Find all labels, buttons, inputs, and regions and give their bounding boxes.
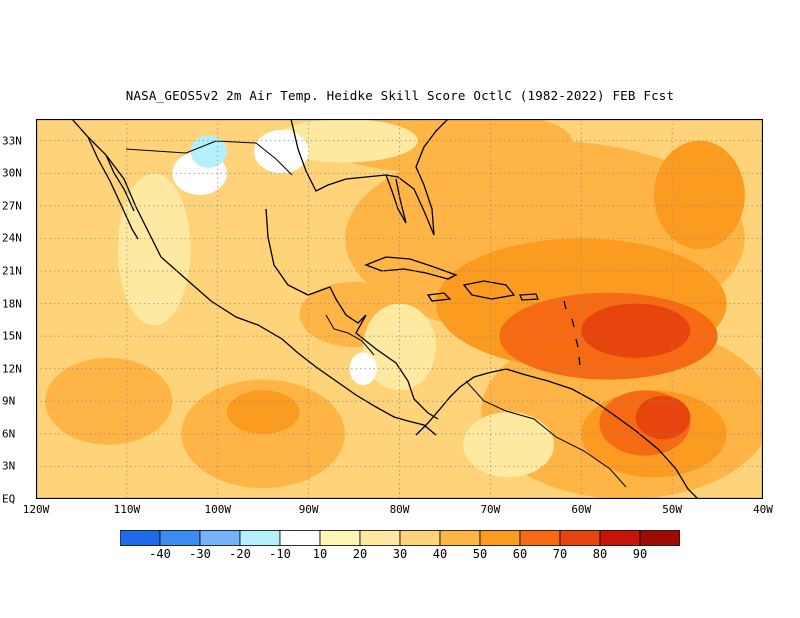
coastline-south-america	[415, 368, 699, 499]
lat-tick-label: 9N	[2, 394, 16, 408]
colorbar-label: 70	[552, 547, 568, 561]
lon-tick-label: 70W	[480, 503, 501, 516]
colorbar-label: 40	[432, 547, 448, 561]
colorbar-label: 20	[352, 547, 368, 561]
colorbar-swatch	[639, 530, 680, 546]
lat-tick-label: 18N	[2, 297, 22, 311]
coastline-cuba	[364, 256, 458, 280]
lat-tick-label: EQ	[2, 492, 16, 506]
map-title: NASA_GEOS5v2 2m Air Temp. Heidke Skill S…	[125, 88, 675, 103]
coastline-puerto-rico	[519, 293, 539, 301]
lon-tick-label: 40W	[753, 503, 773, 516]
colorbar-swatch	[559, 530, 601, 546]
colorbar-swatch	[599, 530, 641, 546]
lat-tick-label: 30N	[2, 166, 22, 180]
skill-region-19	[254, 129, 309, 174]
skill-region-16	[363, 303, 436, 391]
colorbar-swatch	[279, 530, 321, 546]
colorbar-swatch	[319, 530, 361, 546]
coastline-pacific-mexico	[71, 119, 437, 436]
skill-region-13	[635, 395, 691, 440]
colorbar	[120, 530, 680, 546]
map-border	[36, 119, 763, 499]
colorbar-swatch	[239, 530, 281, 546]
lat-tick-label: 15N	[2, 329, 22, 343]
colorbar-label: -10	[269, 547, 291, 561]
lon-tick-label: 120W	[22, 503, 50, 516]
lat-tick-label: 21N	[2, 264, 22, 278]
colorbar-swatch	[159, 530, 201, 546]
colorbar-swatch	[479, 530, 521, 546]
colorbar-swatch	[120, 530, 161, 546]
coastline-gulf	[290, 119, 449, 236]
lon-tick-label: 80W	[389, 503, 410, 516]
colorbar-label: 30	[392, 547, 408, 561]
skill-region-9	[226, 390, 300, 434]
border-central-america	[325, 314, 375, 356]
colorbar-swatch	[399, 530, 441, 546]
coastlines	[71, 119, 699, 499]
lon-tick-label: 110W	[113, 503, 141, 516]
coastline-jamaica	[426, 292, 452, 302]
colorbar-label: 80	[592, 547, 608, 561]
coastline-mexico-east	[265, 208, 439, 420]
lon-tick-label: 90W	[298, 503, 319, 516]
coastline-hispaniola	[462, 280, 516, 300]
colorbar-swatch	[439, 530, 481, 546]
lat-tick-label: 3N	[2, 459, 16, 473]
coastline-lesser-antilles	[563, 300, 581, 366]
colorbar-label: -30	[189, 547, 211, 561]
lat-tick-label: 33N	[2, 134, 22, 148]
colorbar-label: 60	[512, 547, 528, 561]
skill-region-12	[581, 303, 691, 358]
skill-score-map	[36, 119, 763, 499]
lat-tick-label: 6N	[2, 427, 16, 441]
skill-region-17	[463, 412, 554, 478]
skill-region-8	[653, 140, 745, 250]
skill-region-15	[117, 173, 191, 326]
map-panel	[36, 119, 763, 499]
lat-tick-label: 27N	[2, 199, 22, 213]
border-us-mexico	[125, 140, 293, 176]
colorbar-label: 50	[472, 547, 488, 561]
coastline-baja	[87, 136, 139, 240]
skill-region-20	[349, 352, 377, 385]
colorbar-label: -20	[229, 547, 251, 561]
colorbar-swatch	[199, 530, 241, 546]
lat-tick-label: 24N	[2, 231, 22, 245]
colorbar-label: 10	[312, 547, 328, 561]
lon-tick-label: 60W	[571, 503, 592, 516]
skill-region-21	[190, 135, 227, 168]
lat-tick-label: 12N	[2, 362, 22, 376]
colorbar-label: 90	[632, 547, 648, 561]
graticule	[36, 119, 763, 499]
lon-tick-label: 100W	[204, 503, 232, 516]
colorbar-swatch	[519, 530, 561, 546]
border-south-america	[465, 380, 627, 488]
colorbar-label: -40	[149, 547, 171, 561]
skill-region-2	[181, 379, 345, 489]
colorbar-swatch	[359, 530, 401, 546]
lon-tick-label: 50W	[662, 503, 683, 516]
